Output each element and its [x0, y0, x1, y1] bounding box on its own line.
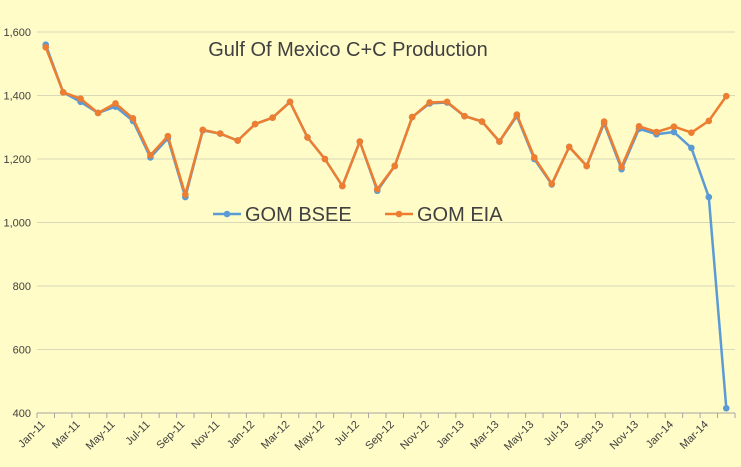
legend-swatch-marker: [395, 210, 403, 218]
y-tick-label: 1,400: [3, 91, 31, 103]
x-tick-label: Nov-12: [398, 419, 432, 453]
x-tick-label: Sep-13: [573, 419, 607, 453]
legend: GOM BSEE GOM EIA: [213, 204, 503, 226]
data-point: [147, 151, 154, 159]
data-point: [408, 113, 416, 121]
data-point: [688, 129, 695, 136]
axes: [36, 412, 736, 418]
data-point: [565, 143, 573, 151]
x-tick-label: Jul-12: [332, 419, 362, 449]
data-point: [478, 118, 486, 125]
x-tick-label: Jul-13: [542, 419, 572, 449]
y-tick-label: 400: [13, 408, 31, 420]
data-point: [373, 185, 381, 193]
x-tick-label: Sep-12: [363, 419, 397, 453]
data-point: [705, 117, 713, 125]
x-tick-label: May-11: [84, 419, 118, 453]
data-point: [670, 123, 678, 130]
data-point: [94, 109, 102, 117]
data-point: [251, 120, 259, 128]
data-point: [426, 99, 433, 106]
y-tick-label: 600: [13, 345, 31, 357]
data-point: [722, 92, 730, 100]
data-point: [304, 134, 311, 141]
x-tick-label: Mar-11: [50, 419, 83, 452]
data-point: [269, 114, 276, 122]
series-group: [42, 41, 730, 412]
data-point: [129, 115, 137, 122]
x-tick-label: Nov-11: [189, 419, 222, 452]
x-tick-label: May-13: [502, 419, 536, 453]
data-point: [356, 138, 364, 145]
data-point: [653, 128, 660, 136]
data-point: [583, 162, 590, 170]
y-tick-label: 1,600: [3, 27, 31, 39]
data-point: [321, 155, 329, 163]
y-axis-ticks: 400 600 800 1,000 1,200 1,400 1,600: [3, 27, 31, 420]
x-tick-label: Jan-12: [225, 419, 257, 451]
data-point: [461, 112, 468, 120]
data-point: [513, 111, 521, 118]
data-point: [59, 89, 67, 96]
data-point: [496, 138, 503, 145]
x-tick-label: Mar-13: [468, 419, 501, 452]
x-axis-ticks: Jan-11 Mar-11 May-11 Jul-11 Sep-11 Nov-11 Jan-…: [16, 419, 711, 453]
x-tick-label: May-12: [293, 419, 327, 453]
series-line: [44, 46, 728, 196]
data-point: [112, 100, 119, 107]
data-point: [216, 130, 224, 137]
data-point: [548, 180, 556, 188]
x-tick-label: Jan-13: [434, 419, 466, 451]
x-tick-label: Sep-11: [154, 419, 187, 452]
data-point: [635, 122, 643, 130]
legend-item: GOM BSEE: [213, 204, 352, 226]
y-tick-label: 1,200: [3, 154, 31, 166]
data-point: [705, 193, 713, 201]
x-tick-label: Mar-12: [259, 419, 292, 452]
data-point: [286, 98, 294, 106]
data-point: [164, 132, 172, 140]
legend-label: GOM BSEE: [245, 204, 352, 226]
y-tick-label: 1,000: [3, 218, 31, 230]
legend-swatch-marker: [223, 210, 231, 218]
data-point: [618, 163, 625, 171]
series-0: [42, 41, 730, 412]
legend-item: GOM EIA: [385, 204, 503, 226]
series-line: [44, 44, 728, 409]
gridlines: [37, 31, 735, 414]
data-point: [199, 126, 207, 134]
data-point: [234, 137, 241, 144]
x-tick-label: Jan-14: [644, 419, 676, 451]
data-point: [182, 191, 189, 198]
x-tick-label: Mar-14: [678, 419, 711, 452]
data-point: [722, 404, 730, 412]
legend-label: GOM EIA: [417, 204, 503, 226]
data-point: [77, 95, 84, 102]
data-point: [339, 182, 346, 190]
y-tick-label: 800: [13, 281, 31, 293]
chart-title: Gulf Of Mexico C+C Production: [208, 39, 488, 61]
data-point: [42, 43, 50, 51]
data-point: [670, 128, 678, 136]
x-tick-label: Jul-11: [123, 419, 152, 448]
data-point: [443, 98, 451, 106]
data-point: [531, 154, 538, 161]
data-point: [600, 118, 608, 125]
series-1: [42, 43, 730, 198]
x-tick-label: Nov-13: [608, 419, 642, 453]
x-tick-label: Jan-11: [16, 419, 48, 451]
data-point: [688, 144, 695, 152]
data-point: [391, 162, 399, 170]
